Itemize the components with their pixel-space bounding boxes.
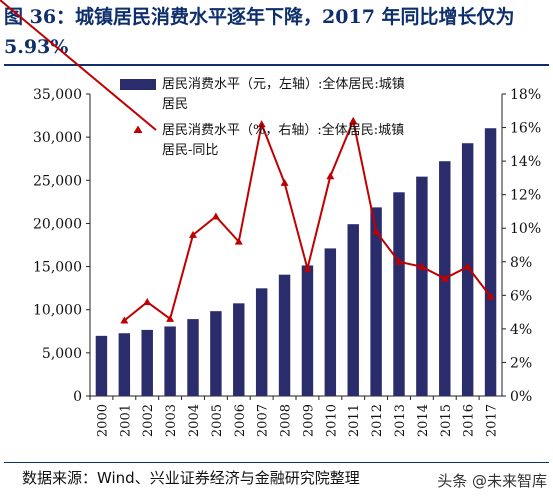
x-tick-label: 2001 [118, 404, 133, 437]
figure-title: 图 36：城镇居民消费水平逐年下降，2017 年同比增长仅为 5.93% [4, 6, 515, 58]
bar [278, 274, 291, 396]
growth-marker [143, 298, 152, 306]
title-divider [4, 64, 549, 66]
legend-line-label-line2: 居民-同比 [162, 143, 218, 158]
x-tick-label: 2013 [393, 404, 408, 437]
chart-legend: 居民消费水平（元，左轴）:全体居民:城镇 居民 居民消费水平（%，右轴）:全体居… [0, 0, 405, 158]
legend-line-label-line1: 居民消费水平（%，右轴）:全体居民:城镇 [162, 122, 404, 138]
x-tick-label: 2008 [279, 404, 294, 437]
y-right-tick-label: 0% [510, 389, 532, 405]
y-right-tick-label: 8% [510, 255, 532, 271]
bar [233, 303, 245, 396]
growth-marker [349, 116, 358, 124]
x-tick-label: 2015 [439, 404, 454, 437]
bar [416, 176, 428, 396]
x-tick-label: 2014 [416, 404, 431, 437]
bar [393, 192, 405, 396]
legend-bar-swatch [120, 79, 156, 90]
x-tick-label: 2006 [233, 404, 248, 437]
bar [301, 265, 314, 396]
x-tick-label: 2010 [324, 404, 339, 437]
growth-marker [417, 262, 426, 270]
growth-marker [166, 314, 175, 322]
growth-marker [120, 316, 129, 324]
growth-marker [440, 274, 449, 282]
x-tick-label: 2017 [485, 404, 500, 437]
footer-divider [4, 462, 549, 463]
growth-marker [463, 262, 472, 270]
x-tick-label: 2003 [164, 404, 179, 437]
x-tick-label: 2002 [141, 404, 156, 437]
y-left-tick-label: 0 [73, 389, 82, 405]
y-left-tick-label: 20,000 [33, 216, 82, 232]
growth-marker [395, 257, 403, 265]
x-tick-label: 2011 [347, 404, 362, 437]
bar-series [95, 128, 497, 397]
bar [324, 248, 337, 396]
y-right-tick-label: 10% [510, 221, 541, 237]
source-note: 数据来源：Wind、兴业证券经济与金融研究院整理 [22, 469, 360, 487]
x-tick-label: 2004 [187, 404, 202, 437]
y-left-tick-label: 35,000 [33, 87, 82, 103]
growth-marker [189, 230, 197, 238]
legend-bar-label-line1: 居民消费水平（元，左轴）:全体居民:城镇 [162, 76, 405, 92]
bar [164, 326, 176, 396]
legend-bar-label-line2: 居民 [162, 97, 188, 112]
watermark: 头条 @未来智库 [437, 472, 547, 490]
bar [255, 288, 268, 396]
legend-line-swatch [0, 0, 157, 131]
growth-marker [486, 292, 495, 300]
legend-line-marker [133, 125, 143, 133]
y-left-tick-label: 10,000 [33, 303, 82, 319]
y-right-tick-label: 4% [510, 322, 532, 338]
growth-marker [234, 237, 243, 245]
x-tick-label: 2000 [95, 404, 110, 437]
bar [210, 311, 222, 396]
x-tick-label: 2016 [462, 404, 477, 437]
x-tick-label: 2009 [301, 404, 316, 437]
bar [141, 329, 153, 396]
y-left-tick-label: 25,000 [33, 173, 82, 189]
bar [347, 224, 359, 396]
bar [187, 319, 199, 396]
y-right-tick-label: 12% [510, 188, 541, 204]
y-left-tick-label: 15,000 [33, 260, 82, 276]
y-left-tick-label: 30,000 [33, 130, 82, 146]
y-right-tick-label: 16% [510, 121, 541, 137]
y-right-tick-label: 14% [510, 154, 541, 170]
y-right-tick-label: 18% [510, 87, 541, 103]
y-right-tick-label: 2% [510, 355, 532, 371]
bar [484, 128, 497, 397]
growth-marker [303, 264, 312, 272]
growth-marker [280, 178, 289, 186]
y-right-tick-label: 6% [510, 288, 532, 304]
y-left-tick-label: 5,000 [42, 346, 82, 362]
growth-marker [372, 227, 381, 235]
line-series [120, 116, 495, 324]
bar [118, 333, 131, 396]
growth-marker [257, 120, 266, 128]
bar [370, 207, 382, 396]
growth-marker [211, 212, 220, 220]
bar [95, 335, 108, 396]
chart-axes: 0 5,000 10,000 15,000 20,000 25,000 30,000 35,0… [33, 87, 541, 437]
x-tick-label: 2007 [256, 404, 271, 437]
growth-marker [326, 172, 335, 180]
x-tick-label: 2005 [210, 404, 225, 437]
x-tick-label: 2012 [370, 404, 385, 437]
